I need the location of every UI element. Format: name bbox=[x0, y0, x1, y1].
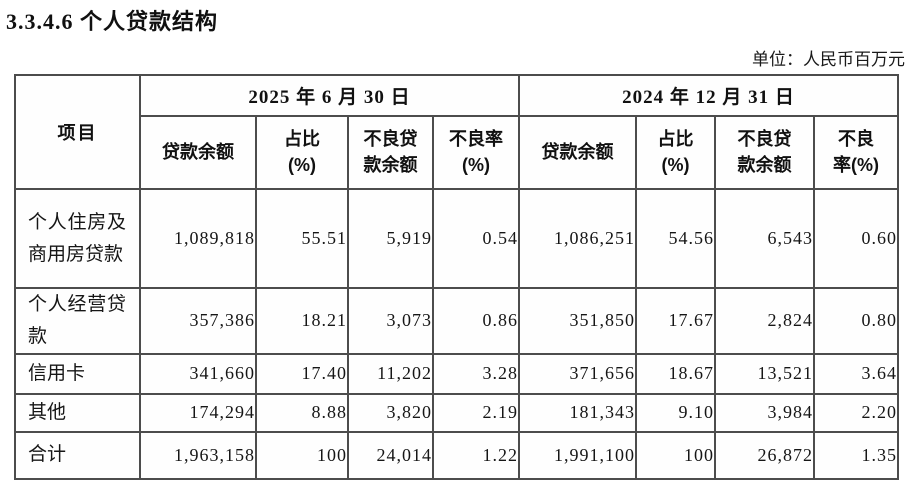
item-cell: 合计 bbox=[14, 430, 141, 480]
table-row-business-loans: 个人经营贷款 357,386 18.21 3,073 0.86 351,850 … bbox=[14, 287, 900, 355]
value-cell: 17.67 bbox=[635, 287, 717, 355]
value-cell: 0.80 bbox=[813, 287, 900, 355]
value-cell: 1,089,818 bbox=[139, 188, 257, 289]
item-cell: 信用卡 bbox=[14, 352, 141, 395]
item-cell: 其他 bbox=[14, 392, 141, 433]
column-header-share-2024: 占比 (%) bbox=[635, 115, 717, 190]
column-group-2025: 2025 年 6 月 30 日 bbox=[138, 74, 521, 117]
header-row-dates: 项目 2025 年 6 月 30 日 2024 年 12 月 31 日 bbox=[14, 74, 900, 190]
value-cell: 3,073 bbox=[347, 287, 434, 355]
unit-note: 单位：人民币百万元 bbox=[752, 50, 905, 69]
item-cell: 个人经营贷款 bbox=[14, 287, 141, 355]
item-cell: 个人住房及商用房贷款 bbox=[14, 188, 141, 289]
column-header-npl-rate-2025: 不良率 (%) bbox=[431, 115, 521, 190]
value-cell: 26,872 bbox=[714, 430, 816, 480]
table-row-housing-loans: 个人住房及商用房贷款 1,089,818 55.51 5,919 0.54 1,… bbox=[14, 188, 900, 289]
value-cell: 174,294 bbox=[139, 392, 257, 433]
value-cell: 2.20 bbox=[813, 392, 900, 433]
column-header-balance-2025: 贷款余额 bbox=[139, 115, 257, 190]
value-cell: 0.86 bbox=[431, 287, 521, 355]
value-cell: 0.60 bbox=[813, 188, 900, 289]
value-cell: 24,014 bbox=[347, 430, 434, 480]
value-cell: 3,820 bbox=[347, 392, 434, 433]
item-label: 个人经营贷款 bbox=[28, 294, 126, 347]
value-cell: 181,343 bbox=[518, 392, 638, 433]
header-row-metrics: 贷款余额 占比 (%) 不良贷 款余额 不良率 (%) 贷款余额 占比 (%) … bbox=[15, 115, 900, 190]
item-label: 个人住房及商用房贷款 bbox=[28, 211, 126, 265]
column-header-item: 项目 bbox=[14, 74, 141, 190]
value-cell: 8.88 bbox=[255, 392, 349, 433]
value-cell: 1,991,100 bbox=[518, 430, 638, 480]
value-cell: 341,660 bbox=[139, 352, 257, 395]
value-cell: 11,202 bbox=[347, 352, 434, 395]
personal-loan-structure-table: 项目 2025 年 6 月 30 日 2024 年 12 月 31 日 贷款余额… bbox=[14, 74, 900, 480]
value-cell: 55.51 bbox=[255, 188, 349, 289]
column-header-npl-balance-2024: 不良贷 款余额 bbox=[714, 115, 816, 190]
value-cell: 1.22 bbox=[431, 430, 521, 480]
value-cell: 100 bbox=[635, 430, 717, 480]
value-cell: 17.40 bbox=[255, 352, 349, 395]
item-label: 合计 bbox=[28, 444, 67, 466]
value-cell: 100 bbox=[255, 430, 349, 480]
value-cell: 2.19 bbox=[431, 392, 521, 433]
value-cell: 13,521 bbox=[714, 352, 816, 395]
item-label: 其他 bbox=[28, 401, 67, 423]
column-header-balance-2024: 贷款余额 bbox=[518, 115, 638, 190]
column-group-2024: 2024 年 12 月 31 日 bbox=[518, 74, 900, 117]
value-cell: 3,984 bbox=[714, 392, 816, 433]
value-cell: 5,919 bbox=[347, 188, 434, 289]
value-cell: 2,824 bbox=[714, 287, 816, 355]
column-header-npl-rate-2024: 不良 率(%) bbox=[813, 115, 900, 190]
table-row-total: 合计 1,963,158 100 24,014 1.22 1,991,100 1… bbox=[14, 430, 900, 480]
value-cell: 54.56 bbox=[635, 188, 717, 289]
section-title: 3.3.4.6 个人贷款结构 bbox=[6, 9, 219, 34]
value-cell: 351,850 bbox=[518, 287, 638, 355]
value-cell: 9.10 bbox=[635, 392, 717, 433]
table-row-others: 其他 174,294 8.88 3,820 2.19 181,343 9.10 … bbox=[14, 392, 900, 433]
value-cell: 371,656 bbox=[518, 352, 638, 395]
item-label: 信用卡 bbox=[28, 362, 86, 384]
value-cell: 1,963,158 bbox=[139, 430, 257, 480]
value-cell: 18.21 bbox=[255, 287, 349, 355]
value-cell: 1,086,251 bbox=[518, 188, 638, 289]
value-cell: 6,543 bbox=[714, 188, 816, 289]
value-cell: 3.28 bbox=[431, 352, 521, 395]
column-header-share-2025: 占比 (%) bbox=[255, 115, 349, 190]
value-cell: 1.35 bbox=[813, 430, 900, 480]
value-cell: 3.64 bbox=[813, 352, 900, 395]
value-cell: 18.67 bbox=[635, 352, 717, 395]
value-cell: 357,386 bbox=[139, 287, 257, 355]
table-row-credit-card: 信用卡 341,660 17.40 11,202 3.28 371,656 18… bbox=[14, 352, 900, 395]
report-page: 3.3.4.6 个人贷款结构 单位：人民币百万元 项目 2025 年 6 月 3… bbox=[0, 4, 921, 489]
column-header-npl-balance-2025: 不良贷 款余额 bbox=[347, 115, 434, 190]
value-cell: 0.54 bbox=[431, 188, 521, 289]
